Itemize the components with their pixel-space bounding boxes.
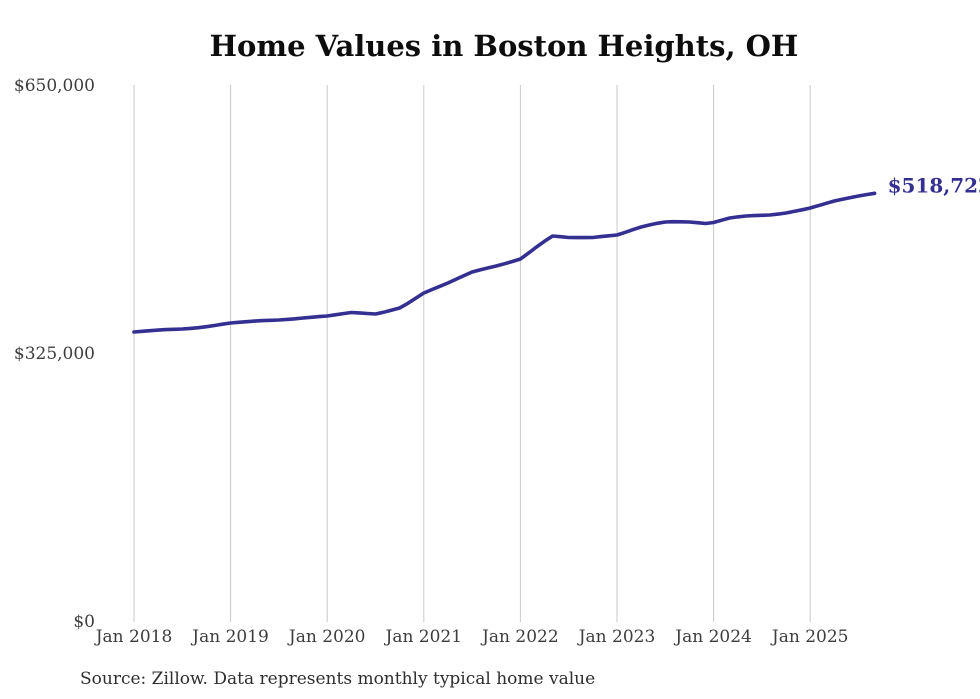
chart-title: Home Values in Boston Heights, OH (210, 29, 799, 63)
y-tick-label: $0 (73, 612, 95, 632)
home-value-line (132, 191, 877, 334)
y-tick-label: $325,000 (14, 344, 95, 364)
y-tick-label: $650,000 (14, 76, 95, 96)
latest-value-label: $518,722 (888, 173, 980, 197)
x-tick-label: Jan 2019 (190, 627, 269, 647)
x-tick-label: Jan 2022 (480, 627, 559, 647)
x-tick-label: Jan 2023 (577, 627, 656, 647)
x-tick-label: Jan 2025 (770, 627, 849, 647)
x-axis-labels-group: Jan 2018 Jan 2019 Jan 2020 Jan 2021 Jan 2022… (94, 627, 849, 647)
x-tick-label: Jan 2021 (384, 627, 463, 647)
y-axis-labels-group: $0 $325,000 $650,000 (14, 76, 95, 632)
x-tick-label: Jan 2020 (287, 627, 366, 647)
source-note: Source: Zillow. Data represents monthly … (80, 669, 595, 689)
x-tick-label: Jan 2024 (673, 627, 752, 647)
gridlines-group (133, 85, 811, 622)
x-tick-label: Jan 2018 (94, 627, 173, 647)
